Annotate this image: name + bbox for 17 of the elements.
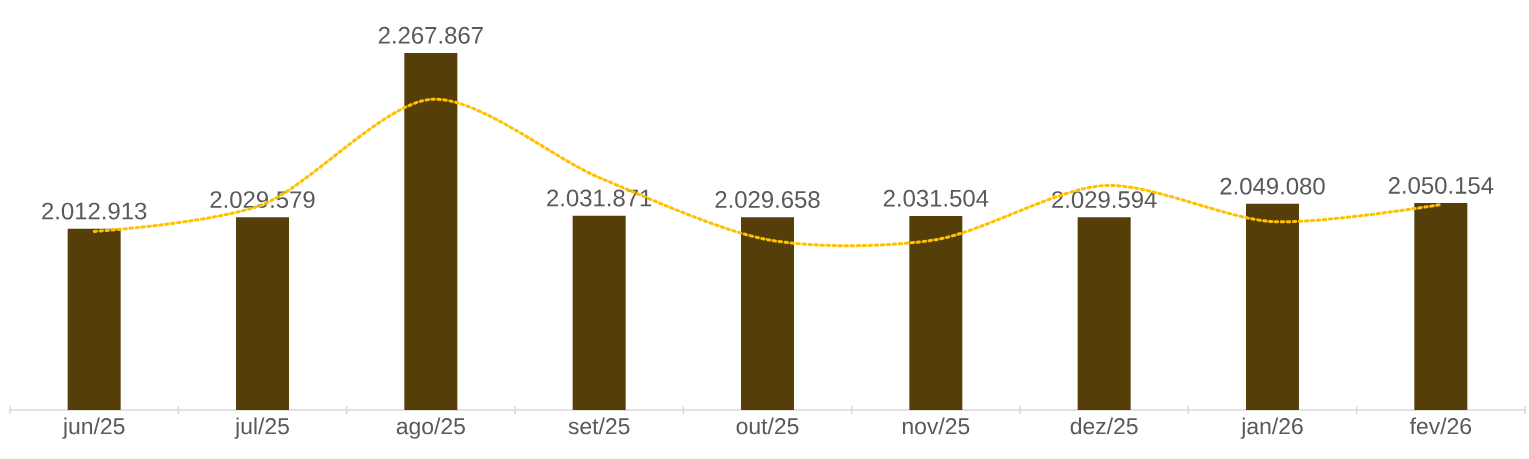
data-label: 2.049.080 <box>1220 177 1325 195</box>
data-label: 2.031.871 <box>547 189 652 207</box>
data-label: 2.029.594 <box>1052 191 1157 209</box>
x-tick-label: fev/26 <box>1409 417 1472 435</box>
x-tick-label: out/25 <box>736 417 799 435</box>
x-tick-label: dez/25 <box>1070 417 1138 435</box>
x-tick-label: ago/25 <box>396 417 465 439</box>
data-label: 2.050.154 <box>1388 176 1494 194</box>
x-tick-label: jul/25 <box>234 417 289 439</box>
data-label: 2.031.504 <box>883 189 989 207</box>
data-label: 2.029.658 <box>715 191 820 209</box>
x-tick-label: set/25 <box>568 417 630 435</box>
x-tick-label: nov/25 <box>902 417 970 435</box>
data-label: 2.012.913 <box>42 202 147 220</box>
x-tick-label: jan/26 <box>1240 417 1303 439</box>
x-tick-label: jun/25 <box>62 417 125 439</box>
data-label: 2.267.867 <box>378 26 483 44</box>
